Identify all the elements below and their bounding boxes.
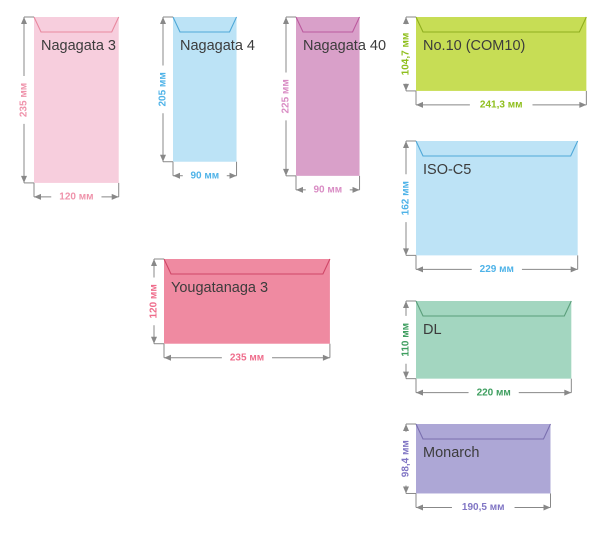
svg-text:98,4 мм: 98,4 мм — [401, 440, 412, 477]
svg-text:Nagagata 4: Nagagata 4 — [180, 38, 255, 54]
svg-text:Monarch: Monarch — [423, 445, 479, 461]
svg-text:120 мм: 120 мм — [149, 284, 160, 318]
svg-text:225 мм: 225 мм — [281, 79, 292, 113]
svg-text:205 мм: 205 мм — [158, 72, 169, 106]
svg-text:Nagagata 40: Nagagata 40 — [303, 38, 386, 54]
svg-text:90 мм: 90 мм — [313, 184, 342, 195]
svg-text:229 мм: 229 мм — [480, 264, 514, 275]
svg-text:120 мм: 120 мм — [59, 192, 93, 203]
svg-text:No.10 (COM10): No.10 (COM10) — [423, 38, 525, 54]
svg-text:110 мм: 110 мм — [401, 323, 412, 357]
svg-text:90 мм: 90 мм — [190, 170, 219, 181]
svg-text:ISO-C5: ISO-C5 — [423, 162, 471, 178]
svg-text:241,3 мм: 241,3 мм — [480, 100, 523, 111]
svg-text:235 мм: 235 мм — [19, 83, 30, 117]
svg-text:220 мм: 220 мм — [477, 387, 511, 398]
svg-text:104,7 мм: 104,7 мм — [401, 33, 412, 76]
svg-text:162 мм: 162 мм — [401, 181, 412, 215]
svg-text:DL: DL — [423, 322, 442, 338]
svg-text:Nagagata 3: Nagagata 3 — [41, 38, 116, 54]
svg-text:190,5 мм: 190,5 мм — [462, 502, 505, 513]
svg-text:Yougatanaga 3: Yougatanaga 3 — [171, 280, 268, 296]
svg-text:235 мм: 235 мм — [230, 352, 264, 363]
